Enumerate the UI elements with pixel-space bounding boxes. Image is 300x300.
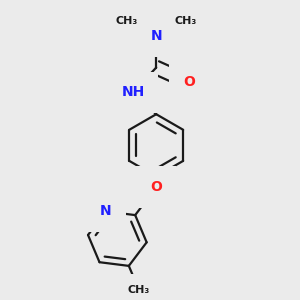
Text: O: O <box>183 75 195 89</box>
Text: N: N <box>150 29 162 44</box>
Text: NH: NH <box>121 85 145 100</box>
Text: CH₃: CH₃ <box>128 285 150 295</box>
Text: O: O <box>150 180 162 194</box>
Text: CH₃: CH₃ <box>116 16 138 26</box>
Text: N: N <box>100 204 112 218</box>
Text: CH₃: CH₃ <box>175 16 197 26</box>
